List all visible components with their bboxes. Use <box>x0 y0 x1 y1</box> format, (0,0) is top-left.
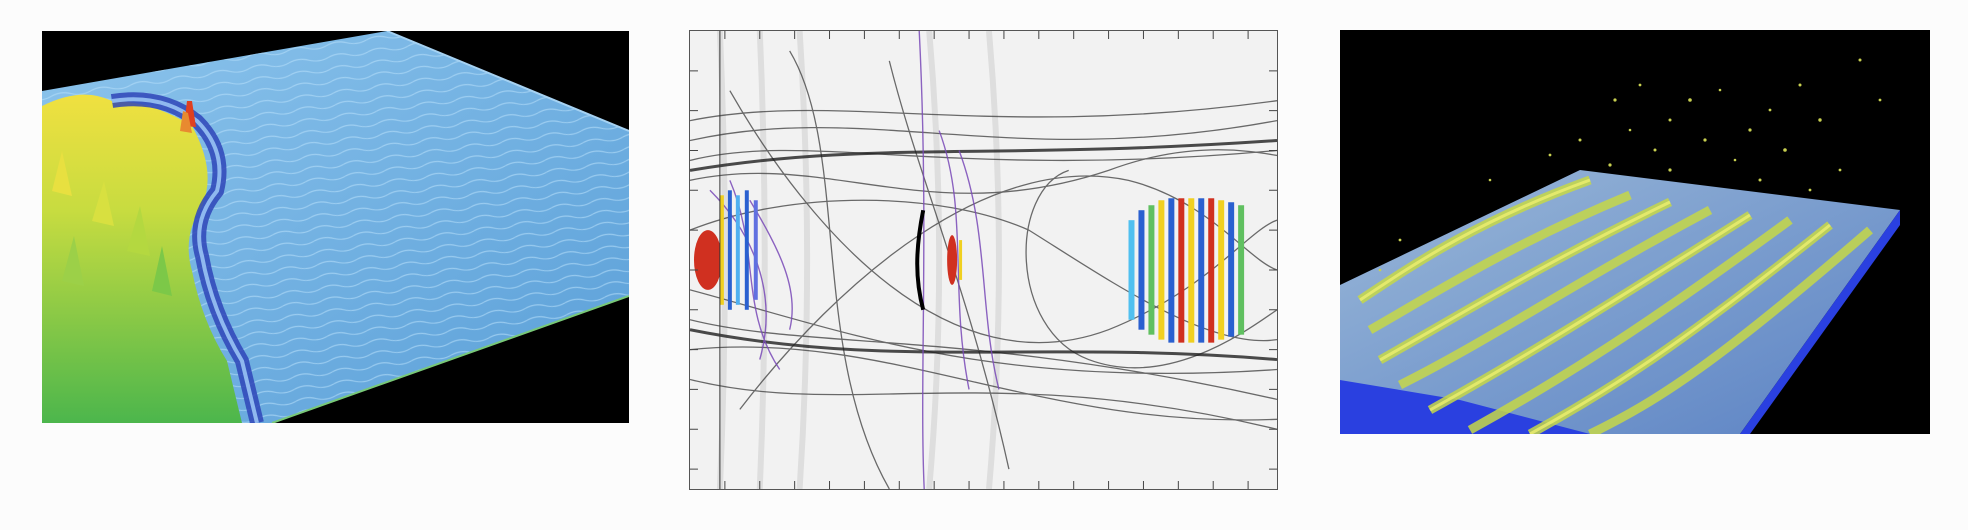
spray-surface-render <box>1340 30 1930 434</box>
wave-surface-render <box>42 31 629 423</box>
trajectory-field-plot <box>689 30 1278 490</box>
